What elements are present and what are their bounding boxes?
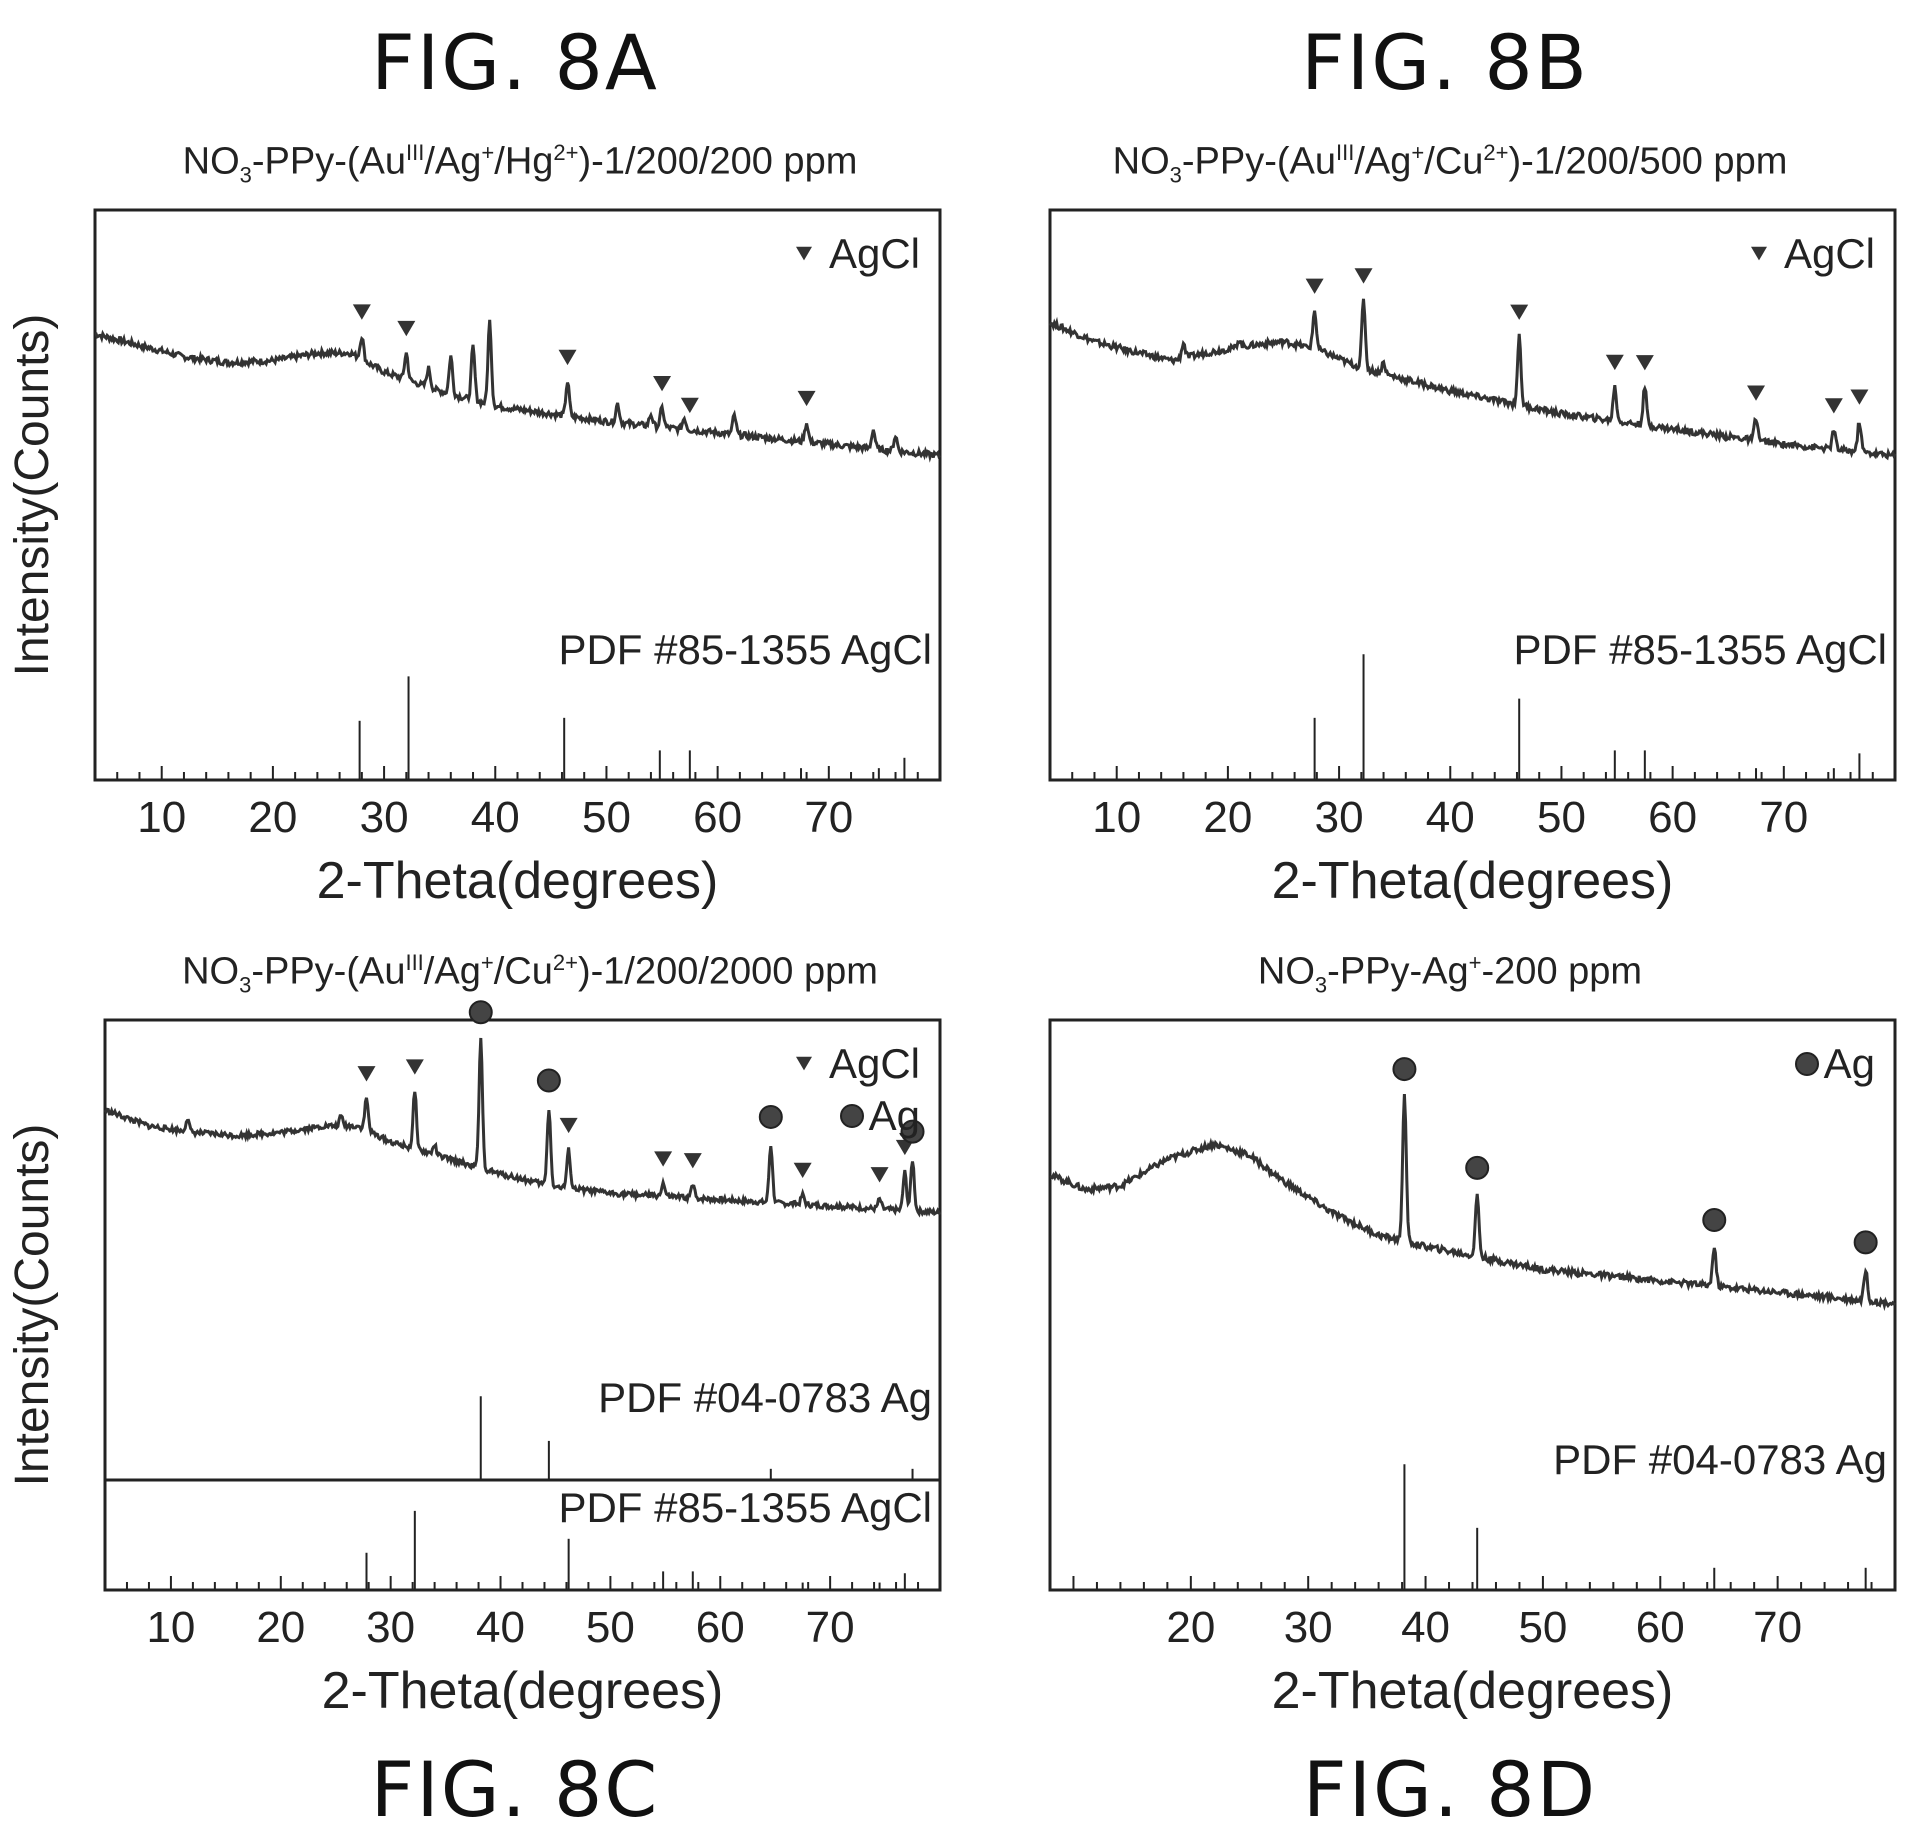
xrd-chart-8a: 10 20 30 40 50 60 70 2-Theta(degrees) Intensity(… <box>6 208 942 910</box>
agcl-triangle-marker <box>405 1059 424 1075</box>
agcl-triangle-marker <box>1635 355 1654 371</box>
x-tick-label: 60 <box>693 793 742 842</box>
legend-label: AgCl <box>829 1040 920 1087</box>
x-tick-label: 40 <box>471 793 520 842</box>
x-tick-label: 10 <box>1092 793 1141 842</box>
agcl-triangle-marker <box>1747 385 1766 401</box>
x-tick-label: 70 <box>804 793 853 842</box>
x-tick-label: 30 <box>1284 1603 1333 1652</box>
ag-circle-marker <box>758 1104 783 1129</box>
agcl-triangle-marker <box>797 390 816 407</box>
x-tick-label: 10 <box>137 793 186 842</box>
reference-label: PDF #85-1355 AgCl <box>1513 626 1887 673</box>
fig-8b-label: FIG. 8B <box>1301 18 1589 107</box>
x-tick-label: 50 <box>582 793 631 842</box>
x-tick-label: 40 <box>1426 793 1475 842</box>
x-tick-label: 40 <box>476 1603 525 1652</box>
x-tick-label: 20 <box>1166 1603 1215 1652</box>
plot-frame <box>93 208 942 782</box>
xrd-chart-8d: 20 30 40 50 60 70 2-Theta(degrees) Ag PDF #04-07… <box>1048 1018 1897 1720</box>
x-tick-label: 10 <box>146 1603 195 1652</box>
xrd-trace <box>103 1037 942 1218</box>
x-tick-label: 30 <box>1315 793 1364 842</box>
x-tick-label: 70 <box>806 1603 855 1652</box>
reference-label: PDF #85-1355 AgCl <box>558 626 932 673</box>
x-tick-label: 60 <box>696 1603 745 1652</box>
x-tick-label: 30 <box>360 793 409 842</box>
legend-label: Ag <box>1824 1040 1875 1087</box>
reference-label: PDF #04-0783 Ag <box>1553 1436 1887 1483</box>
agcl-triangle-marker <box>559 1117 578 1134</box>
x-tick-label: 70 <box>1759 793 1808 842</box>
legend-triangle-icon <box>796 246 812 261</box>
agcl-triangle-marker <box>895 1139 914 1156</box>
agcl-triangle-marker <box>1850 389 1869 405</box>
plot-frame <box>1048 1018 1897 1592</box>
x-axis-label: 2-Theta(degrees) <box>317 852 719 910</box>
xrd-trace <box>94 319 941 463</box>
agcl-triangle-marker <box>653 376 672 392</box>
x-tick-label: 20 <box>256 1603 305 1652</box>
agcl-triangle-marker <box>870 1167 889 1183</box>
fig-8d-label: FIG. 8D <box>1302 1745 1598 1834</box>
x-tick-label: 60 <box>1636 1603 1685 1652</box>
panel-8a-title: NO3-PPy-(AuIII/Ag+/Hg2+)-1/200/200 ppm <box>182 140 858 188</box>
y-axis-label: Intensity(Counts) <box>6 1124 59 1487</box>
x-tick-label: 20 <box>1203 793 1252 842</box>
agcl-triangle-marker <box>558 349 577 366</box>
agcl-triangle-marker <box>357 1066 376 1082</box>
ag-circle-marker <box>1465 1155 1490 1180</box>
agcl-triangle-marker <box>1510 304 1529 320</box>
x-axis-label: 2-Theta(degrees) <box>322 1662 724 1720</box>
agcl-triangle-marker <box>1605 354 1624 371</box>
legend-label: AgCl <box>1784 230 1875 277</box>
legend-label: AgCl <box>829 230 920 277</box>
fig-8a-label: FIG. 8A <box>371 18 659 107</box>
panel-8d-title: NO3-PPy-Ag+-200 ppm <box>1257 950 1643 998</box>
fig-8c-label: FIG. 8C <box>370 1745 660 1834</box>
xrd-trace <box>1049 1094 1896 1312</box>
y-axis-label: Intensity(Counts) <box>6 314 59 677</box>
legend-triangle-icon <box>796 1056 812 1071</box>
x-tick-label: 50 <box>1537 793 1586 842</box>
agcl-triangle-marker <box>1305 278 1324 294</box>
agcl-triangle-marker <box>680 397 699 414</box>
panel-8b-title: NO3-PPy-(AuIII/Ag+/Cu2+)-1/200/500 ppm <box>1112 140 1788 188</box>
x-axis-label: 2-Theta(degrees) <box>1272 852 1674 910</box>
plot-frame <box>1048 208 1897 782</box>
ag-circle-marker <box>536 1068 561 1093</box>
agcl-triangle-marker <box>793 1162 812 1178</box>
ag-circle-marker <box>900 1119 925 1144</box>
agcl-triangle-marker <box>397 320 416 337</box>
ag-circle-marker <box>468 1000 493 1025</box>
x-tick-label: 60 <box>1648 793 1697 842</box>
legend-triangle-icon <box>1751 246 1767 261</box>
ag-circle-marker <box>1702 1208 1727 1233</box>
panel-8c-title: NO3-PPy-(AuIII/Ag+/Cu2+)-1/200/2000 ppm <box>182 950 878 998</box>
agcl-triangle-marker <box>683 1153 702 1169</box>
xrd-chart-8b: 10 20 30 40 50 60 70 2-Theta(degrees) AgCl PDF #8… <box>1048 208 1897 910</box>
x-tick-label: 30 <box>366 1603 415 1652</box>
x-tick-label: 70 <box>1753 1603 1802 1652</box>
reference-label: PDF #04-0783 Ag <box>598 1374 932 1421</box>
legend-circle-icon <box>1795 1052 1819 1076</box>
legend-circle-icon <box>840 1104 864 1128</box>
xrd-trace <box>1048 298 1897 461</box>
agcl-triangle-marker <box>654 1151 673 1167</box>
x-tick-label: 50 <box>1518 1603 1567 1652</box>
agcl-triangle-marker <box>352 304 371 320</box>
ag-circle-marker <box>1392 1057 1417 1082</box>
reference-label: PDF #85-1355 AgCl <box>558 1484 932 1531</box>
x-tick-label: 40 <box>1401 1603 1450 1652</box>
x-tick-label: 50 <box>586 1603 635 1652</box>
xrd-chart-8c: 10 20 30 40 50 60 70 2-Theta(degrees) Intensity(… <box>6 1000 942 1720</box>
legend-label: Ag <box>869 1092 920 1139</box>
agcl-triangle-marker <box>1354 268 1373 284</box>
x-tick-label: 20 <box>248 793 297 842</box>
agcl-triangle-marker <box>1824 398 1843 414</box>
ag-circle-marker <box>1853 1230 1878 1255</box>
x-axis-label: 2-Theta(degrees) <box>1272 1662 1674 1720</box>
